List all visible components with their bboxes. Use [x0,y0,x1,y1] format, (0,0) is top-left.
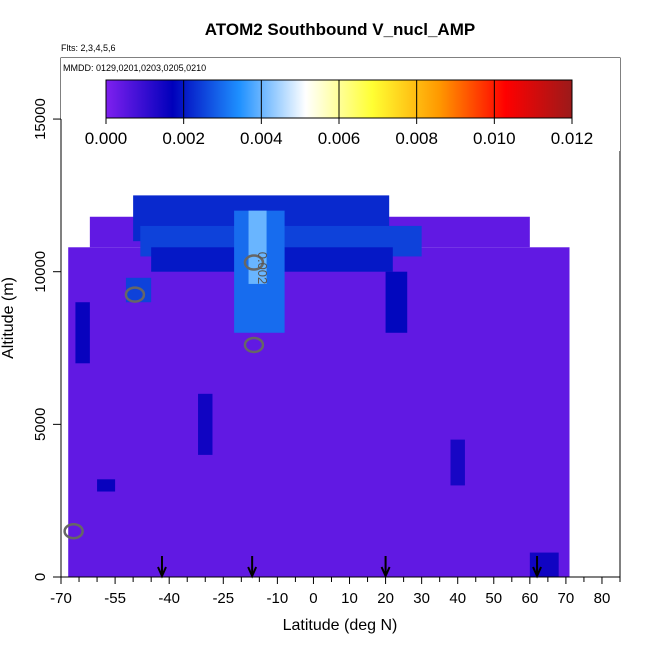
x-tick-label: -40 [158,590,180,607]
heatmap-cell [97,479,116,492]
heatmap-background-cell [68,247,570,577]
colorbar-ticks: 0.000 0.002 0.004 0.006 0.008 0.010 0.012 [85,80,594,148]
x-tick-label: 80 [594,590,611,607]
heatmap-cell [529,552,559,577]
heatmap-cell [450,439,465,486]
heatmap-cell [385,271,408,333]
heatmap-cell [75,302,90,364]
colorbar-tick-label: 0.010 [473,129,516,148]
dates-label: MMDD: 0129,0201,0203,0205,0210 [63,63,206,73]
x-tick-label: -25 [212,590,234,607]
x-tick-label: 40 [449,590,466,607]
flights-label: Flts: 2,3,4,5,6 [61,43,116,53]
x-tick-label: 20 [377,590,394,607]
colorbar-tick-label: 0.002 [162,129,205,148]
y-tick-label: 10000 [32,251,49,293]
x-tick-label: 70 [558,590,575,607]
flight-marker-arrowhead [247,566,258,579]
flight-markers [157,556,542,579]
x-tick-label: 50 [485,590,502,607]
flight-marker-arrowhead [380,566,391,579]
contour-layer [63,254,265,540]
x-tick-label: -55 [104,590,126,607]
colorbar-tick-label: 0.000 [85,129,128,148]
heatmap-cell [198,393,213,455]
x-axis: -70 -55 -40 -25 -10 0 10 20 30 40 50 60 70 80 [50,577,621,607]
contour-line [124,286,146,303]
chart-title: ATOM2 Southbound V_nucl_AMP [205,20,475,39]
contour-line [63,522,84,540]
flight-marker-arrowhead [157,566,167,579]
y-axis: 0 5000 10000 15000 [32,98,62,581]
y-tick-label: 0 [32,573,49,581]
x-axis-label: Latitude (deg N) [283,617,398,634]
y-tick-label: 15000 [32,98,49,140]
heatmap-layer [68,195,570,577]
x-tick-label: 10 [341,590,358,607]
contour-line [243,254,265,271]
colorbar-tick-label: 0.008 [395,129,438,148]
x-tick-label: -10 [267,590,289,607]
x-tick-label: 30 [413,590,430,607]
contour-label: 0.002 [255,252,270,285]
contour-line [243,336,265,354]
y-tick-label: 5000 [32,408,49,441]
y-axis-label: Altitude (m) [0,277,17,359]
x-tick-label: 0 [309,590,317,607]
flight-marker-arrowhead [532,566,542,579]
colorbar-tick-label: 0.012 [551,129,594,148]
x-tick-label: -70 [50,590,72,607]
colorbar-tick-label: 0.006 [318,129,361,148]
colorbar-tick-label: 0.004 [240,129,283,148]
x-tick-label: 60 [521,590,538,607]
